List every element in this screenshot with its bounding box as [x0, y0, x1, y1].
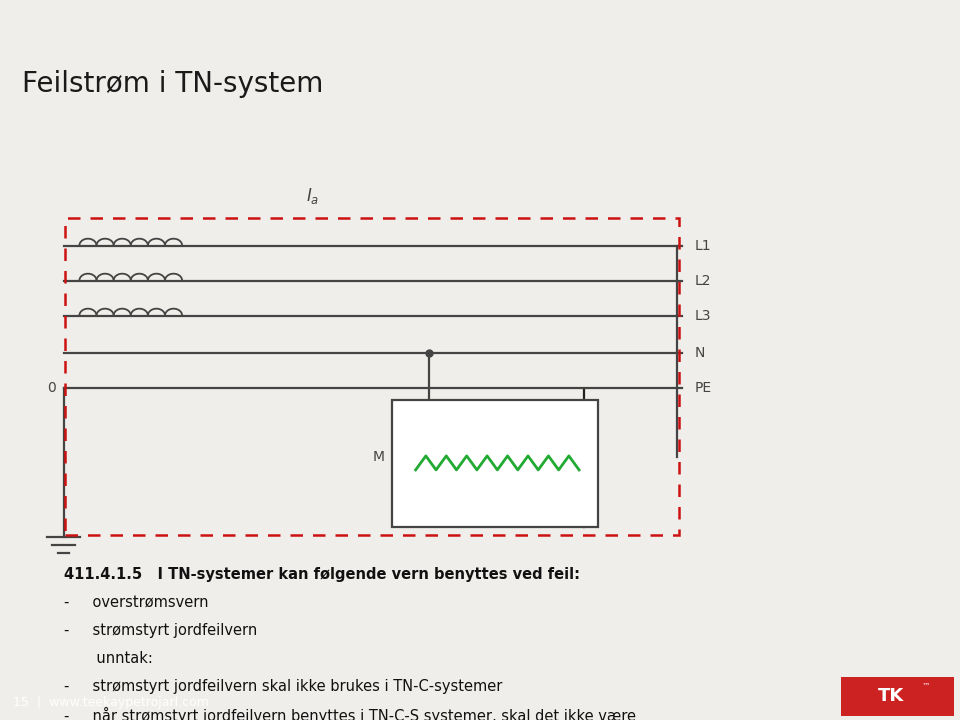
Bar — [841, 677, 953, 716]
Text: 411.4.1.5   I TN-systemer kan følgende vern benyttes ved feil:: 411.4.1.5 I TN-systemer kan følgende ver… — [63, 567, 580, 582]
Text: -     strømstyrt jordfeilvern: - strømstyrt jordfeilvern — [63, 624, 256, 639]
Text: M: M — [372, 450, 385, 464]
Text: L1: L1 — [695, 238, 711, 253]
Text: N: N — [695, 346, 706, 359]
Text: PE: PE — [695, 381, 712, 395]
Text: L3: L3 — [695, 309, 711, 323]
Text: Feilstrøm i TN-system: Feilstrøm i TN-system — [22, 70, 324, 98]
Text: 15  |  www.teekaypetrojarl.com: 15 | www.teekaypetrojarl.com — [13, 696, 209, 709]
Text: TK: TK — [878, 687, 904, 705]
Text: L2: L2 — [695, 274, 711, 287]
Text: -     strømstyrt jordfeilvern skal ikke brukes i TN-C-systemer: - strømstyrt jordfeilvern skal ikke bruk… — [63, 680, 502, 695]
Text: $I_a$: $I_a$ — [306, 186, 320, 206]
Bar — [65, 217, 679, 536]
Bar — [393, 400, 598, 528]
Text: -     overstrømsvern: - overstrømsvern — [63, 595, 208, 611]
Text: 0: 0 — [47, 381, 56, 395]
Text: ™: ™ — [923, 682, 930, 690]
Text: -     når strømstyrt jordfeilvern benyttes i TN-C-S systemer, skal det ikke være: - når strømstyrt jordfeilvern benyttes i… — [63, 708, 636, 720]
Text: unntak:: unntak: — [63, 652, 153, 667]
